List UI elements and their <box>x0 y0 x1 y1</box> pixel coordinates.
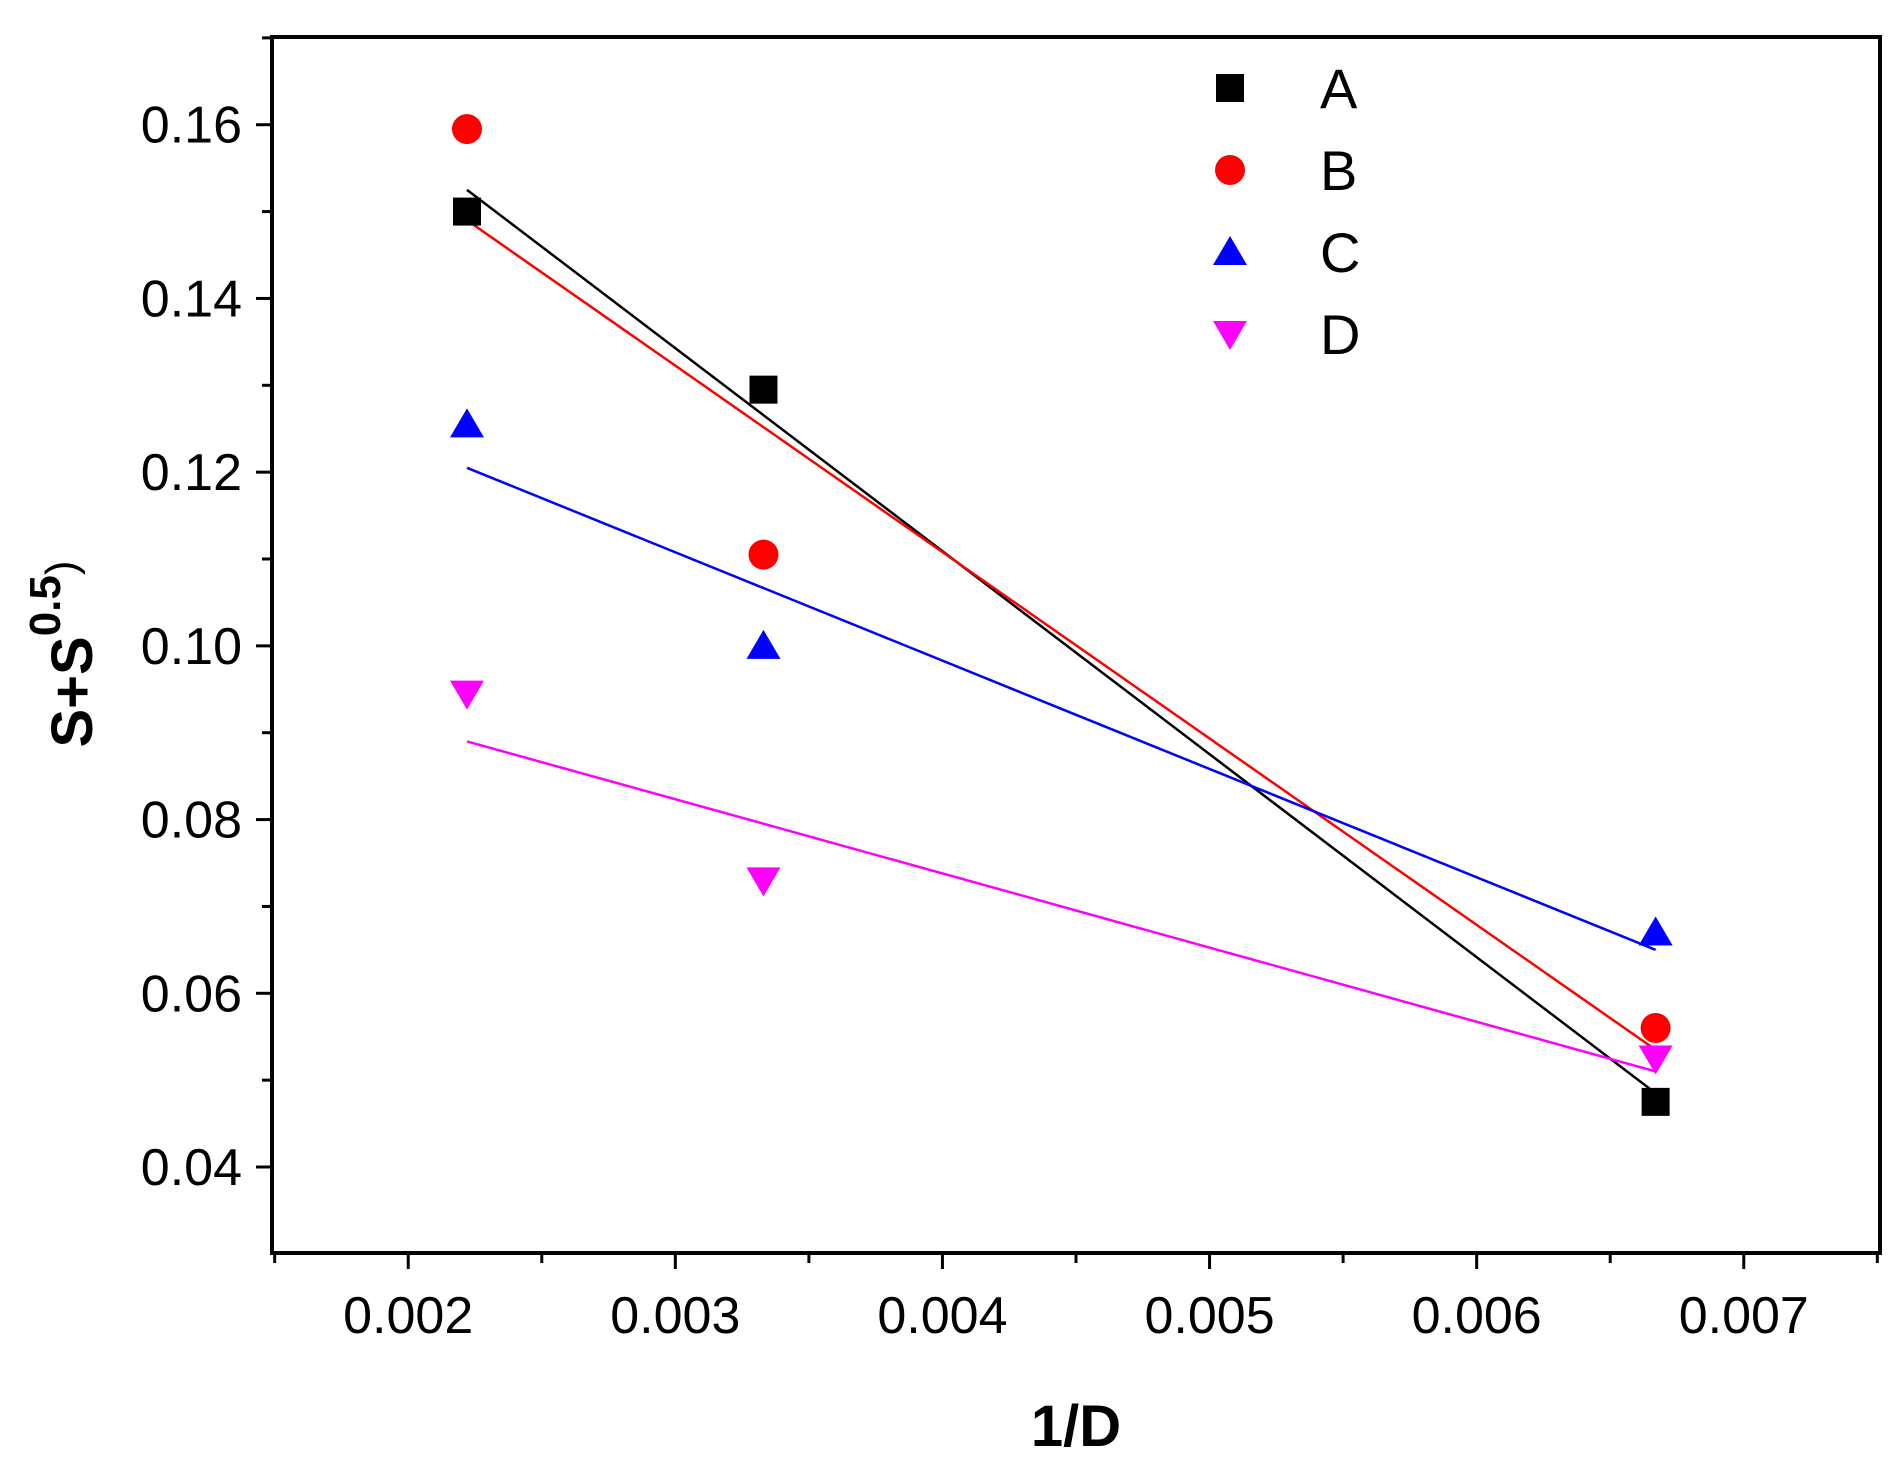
x-tick-label: 0.007 <box>1679 1287 1809 1345</box>
x-tick-label: 0.005 <box>1144 1287 1274 1345</box>
legend-label-d: D <box>1320 303 1360 366</box>
data-point-a <box>452 197 481 226</box>
data-point-b <box>1640 1013 1671 1044</box>
y-axis-title-group: S+S0.5) <box>21 560 105 747</box>
y-tick-label: 0.10 <box>141 618 242 676</box>
data-point-c <box>746 629 781 659</box>
x-tick-label: 0.002 <box>343 1287 473 1345</box>
fit-line-c <box>466 466 1657 952</box>
fit-line-b <box>466 219 1657 1051</box>
fit-line-d <box>466 740 1656 1073</box>
data-point-a <box>749 375 778 404</box>
x-tick-label: 0.004 <box>877 1287 1007 1345</box>
y-axis-title-superscript: 0.5 <box>21 575 70 636</box>
y-axis-ticks: 0.04 0.06 0.08 0.10 0.12 0.14 0.16 <box>141 36 272 1197</box>
data-point-b <box>748 539 779 570</box>
data-point-c <box>1638 916 1673 946</box>
legend-label-b: B <box>1320 139 1357 202</box>
y-axis-title-suffix: ) <box>37 560 86 575</box>
data-point-c <box>449 408 484 438</box>
data-point-d <box>1638 1045 1673 1075</box>
x-axis-title: 1/D <box>1031 1394 1121 1459</box>
x-tick-label: 0.003 <box>610 1287 740 1345</box>
fit-line-a <box>466 188 1657 1095</box>
y-axis-title: S+S <box>40 636 105 747</box>
data-point-a <box>1641 1087 1670 1116</box>
x-axis-ticks: 0.002 0.003 0.004 0.005 0.006 0.007 <box>273 1253 1879 1345</box>
y-tick-label: 0.16 <box>141 97 242 155</box>
y-tick-label: 0.04 <box>141 1139 242 1197</box>
legend-marker-c <box>1213 236 1247 265</box>
data-point-d <box>746 867 781 897</box>
y-tick-label: 0.14 <box>141 270 242 328</box>
legend-label-c: C <box>1320 221 1360 284</box>
y-tick-label: 0.08 <box>141 792 242 850</box>
y-tick-label: 0.12 <box>141 444 242 502</box>
x-tick-label: 0.006 <box>1412 1287 1542 1345</box>
legend-marker-a <box>1216 74 1244 102</box>
fit-lines <box>466 188 1657 1095</box>
svg-text:S+S0.5): S+S0.5) <box>21 560 105 747</box>
data-point-d <box>449 680 484 710</box>
data-point-b <box>451 114 482 145</box>
y-tick-label: 0.06 <box>141 965 242 1023</box>
legend-marker-b <box>1215 155 1245 185</box>
legend-marker-d <box>1213 321 1247 350</box>
data-markers <box>449 114 1673 1116</box>
legend-label-a: A <box>1320 57 1358 120</box>
